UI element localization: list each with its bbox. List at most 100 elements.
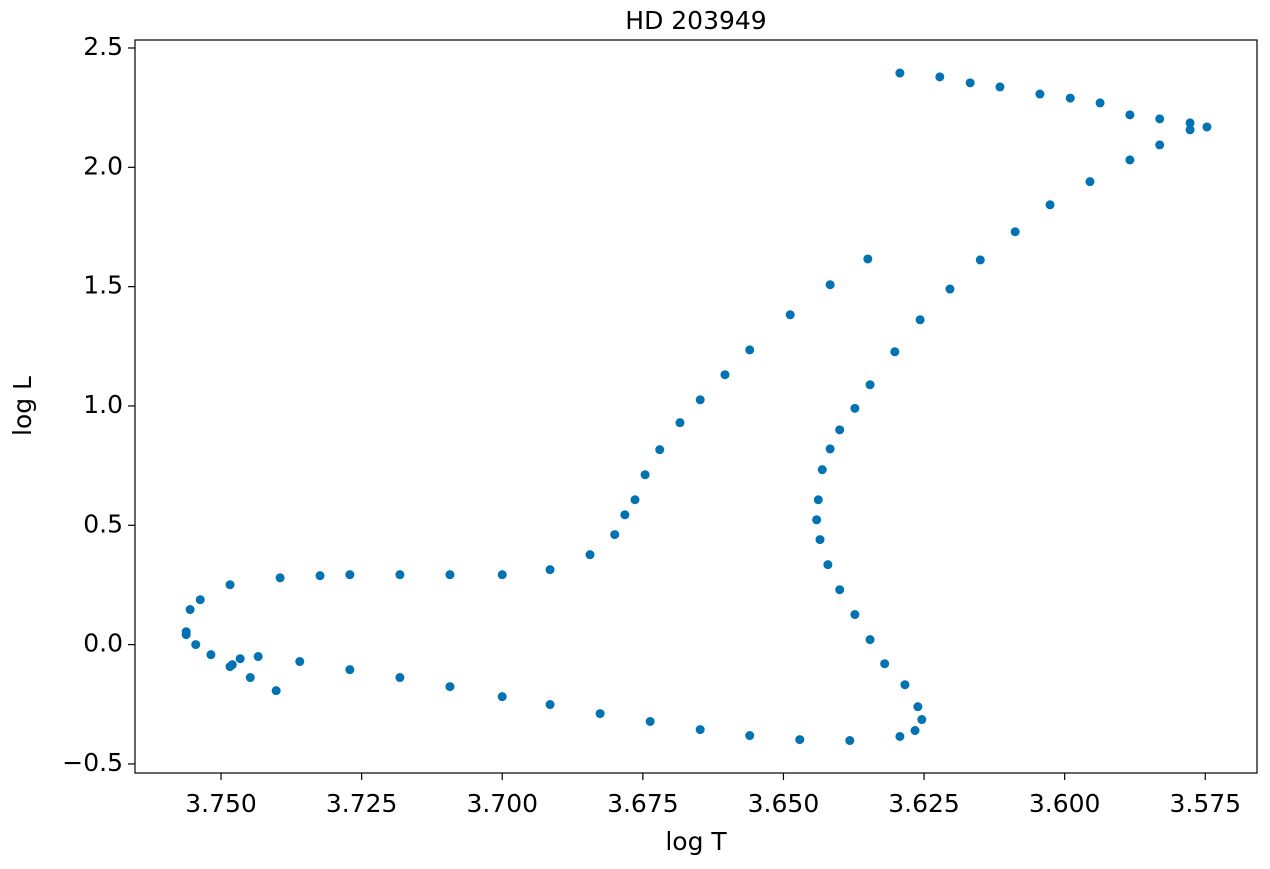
point — [345, 570, 355, 580]
point — [823, 560, 833, 570]
point — [395, 673, 405, 683]
point — [817, 465, 827, 475]
point — [895, 731, 905, 741]
point — [895, 68, 905, 78]
point — [275, 573, 285, 583]
point — [227, 660, 237, 670]
point — [812, 515, 822, 525]
point — [913, 702, 923, 712]
point — [825, 444, 835, 454]
point — [745, 731, 755, 741]
point — [795, 735, 805, 745]
point — [720, 370, 730, 380]
point — [640, 470, 650, 480]
point — [655, 445, 665, 455]
point — [815, 535, 825, 545]
point — [1155, 140, 1165, 150]
point — [1065, 93, 1075, 103]
point — [445, 682, 455, 692]
point — [813, 495, 823, 505]
point — [271, 686, 281, 696]
point — [1035, 89, 1045, 99]
point — [185, 605, 195, 615]
point — [1155, 114, 1165, 124]
point — [395, 570, 405, 580]
point — [845, 736, 855, 746]
point — [745, 345, 755, 355]
y-tick-label: 0.0 — [83, 629, 123, 658]
point — [610, 530, 620, 540]
point — [1185, 118, 1195, 128]
point — [785, 310, 795, 320]
point — [1202, 122, 1212, 132]
y-axis-label: log L — [8, 376, 37, 436]
x-tick-label: 3.675 — [607, 789, 679, 818]
point — [497, 570, 507, 580]
point — [595, 709, 605, 719]
chart-title: HD 203949 — [625, 6, 766, 35]
x-tick-label: 3.625 — [888, 789, 960, 818]
point — [1085, 177, 1095, 187]
point — [445, 570, 455, 580]
point — [865, 380, 875, 390]
point — [835, 585, 845, 595]
x-tick-label: 3.750 — [185, 789, 257, 818]
y-tick-label: −0.5 — [62, 748, 123, 777]
point — [863, 254, 873, 264]
point — [295, 657, 305, 667]
point — [195, 595, 205, 605]
point — [545, 700, 555, 710]
point — [206, 650, 216, 660]
point — [645, 716, 655, 726]
point — [935, 72, 945, 82]
point — [630, 495, 640, 505]
point — [900, 680, 910, 690]
point — [835, 425, 845, 435]
point — [1045, 200, 1055, 210]
point — [915, 315, 925, 325]
point — [917, 715, 927, 725]
y-tick-label: 2.5 — [83, 32, 123, 61]
point — [675, 418, 685, 428]
point — [1125, 155, 1135, 165]
point — [975, 255, 985, 265]
point — [345, 665, 355, 675]
x-tick-label: 3.725 — [326, 789, 398, 818]
point — [695, 395, 705, 405]
point — [1185, 125, 1195, 135]
point — [253, 652, 263, 662]
point — [890, 347, 900, 357]
y-tick-label: 0.5 — [83, 509, 123, 538]
y-tick-label: 1.0 — [83, 390, 123, 419]
y-tick-label: 2.0 — [83, 151, 123, 180]
x-axis-label: log T — [665, 827, 727, 856]
x-tick-label: 3.700 — [466, 789, 538, 818]
point — [620, 510, 630, 520]
x-tick-label: 3.575 — [1169, 789, 1241, 818]
point — [545, 565, 555, 575]
point — [181, 627, 191, 637]
point — [497, 692, 507, 702]
point — [191, 640, 201, 650]
point — [315, 571, 325, 581]
point — [850, 610, 860, 620]
point — [910, 726, 920, 736]
x-tick-label: 3.600 — [1029, 789, 1101, 818]
point — [850, 403, 860, 413]
point — [585, 550, 595, 560]
point — [235, 654, 245, 664]
point — [1125, 110, 1135, 120]
point — [945, 284, 955, 294]
point — [1095, 98, 1105, 108]
point — [880, 659, 890, 669]
point — [245, 673, 255, 683]
x-tick-label: 3.650 — [748, 789, 820, 818]
point — [865, 635, 875, 645]
point — [225, 580, 235, 590]
point — [965, 78, 975, 88]
point — [695, 725, 705, 735]
point — [825, 280, 835, 290]
y-tick-label: 1.5 — [83, 271, 123, 300]
point — [1010, 227, 1020, 237]
